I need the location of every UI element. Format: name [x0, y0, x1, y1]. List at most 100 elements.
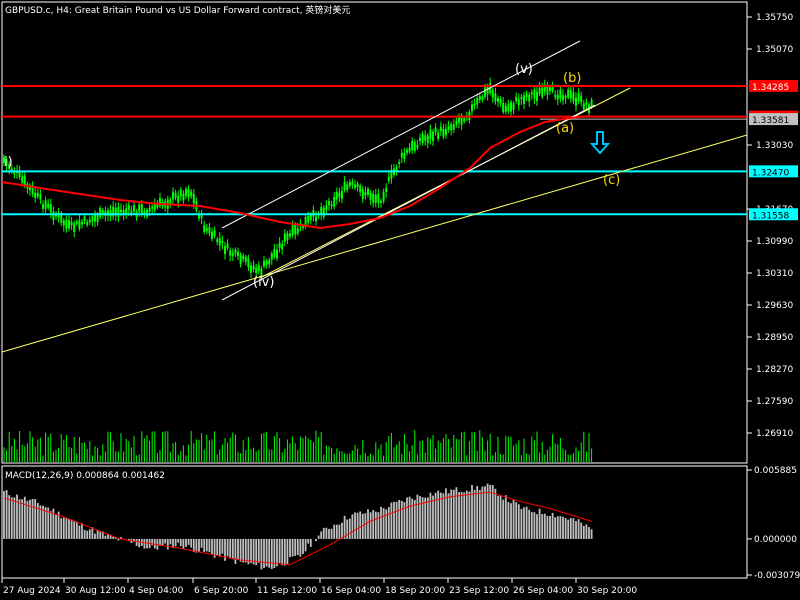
candle-body — [400, 152, 403, 158]
candle-body — [221, 241, 224, 244]
candle-body — [286, 233, 289, 241]
price-level-badge — [749, 165, 798, 178]
candle-body — [273, 249, 276, 257]
candle-body — [432, 131, 434, 141]
candle-body — [395, 167, 398, 171]
candle-body — [471, 104, 473, 112]
candle-body — [218, 237, 221, 246]
candle-body — [307, 215, 310, 223]
candle-body — [179, 189, 182, 197]
candle-body — [390, 169, 393, 179]
candle-body — [512, 103, 515, 111]
candle-body — [554, 94, 557, 98]
candle-body — [322, 207, 325, 217]
candle-body — [536, 91, 538, 101]
candle-body — [260, 268, 263, 277]
candle-body — [445, 129, 447, 136]
candle-body — [372, 193, 375, 203]
candle-body — [507, 103, 510, 112]
candle-body — [29, 185, 31, 191]
candle-body — [138, 204, 141, 212]
candle-body — [156, 203, 159, 208]
candle-body — [289, 233, 291, 237]
candle-body — [551, 86, 554, 92]
candle-body — [263, 260, 265, 267]
candle-body — [517, 99, 520, 106]
wave-label-v: (v) — [515, 62, 533, 77]
candle-body — [491, 90, 494, 98]
candle-body — [538, 87, 541, 94]
candle-body — [18, 171, 21, 178]
candle-body — [343, 182, 346, 191]
wave-label-c: (c) — [603, 173, 620, 188]
tick-volumes — [3, 430, 593, 462]
candle-body — [330, 204, 333, 207]
price-tick-label: 1.30990 — [756, 237, 793, 247]
candle-body — [120, 209, 122, 213]
candle-body — [151, 206, 154, 209]
candle-body — [403, 152, 406, 160]
candle-body — [559, 89, 562, 99]
candle-body — [65, 219, 68, 229]
candle-body — [107, 210, 109, 216]
candle-body — [296, 228, 299, 234]
candle-body — [359, 185, 362, 192]
candle-body — [520, 96, 523, 100]
candle-body — [226, 243, 229, 249]
candle-body — [333, 196, 336, 207]
candle-body — [174, 192, 177, 198]
candle-body — [185, 189, 187, 196]
price-axis[interactable]: 1.357501.350701.330301.316701.309901.303… — [747, 13, 798, 439]
wave-label-iv: (iv) — [253, 275, 274, 290]
candle-body — [351, 181, 354, 186]
candle-body — [406, 149, 408, 153]
time-tick-label: 27 Aug 2024 — [3, 586, 61, 596]
candle-body — [411, 140, 414, 151]
candle-body — [153, 204, 156, 211]
candle-body — [44, 200, 47, 210]
wave-label-a: (a) — [556, 121, 574, 136]
candle-body — [494, 93, 497, 102]
candle-body — [5, 159, 8, 166]
candle-body — [8, 163, 11, 170]
candle-body — [39, 194, 42, 200]
candle-body — [49, 204, 52, 213]
channel-lower-line — [221, 104, 596, 301]
price-tick-label: 1.30310 — [756, 269, 793, 279]
candle-body — [117, 206, 120, 217]
candle-body — [530, 92, 533, 95]
candle-body — [486, 86, 489, 95]
candle-body — [367, 189, 369, 195]
price-panel-frame — [1, 1, 748, 464]
chart-title: GBPUSD.c, H4: Great Britain Pound vs US … — [5, 4, 350, 16]
candle-body — [291, 225, 294, 235]
candle-body — [10, 168, 13, 172]
candle-body — [463, 118, 466, 122]
candle-body — [335, 191, 338, 200]
candle-body — [341, 190, 343, 199]
candle-body — [172, 191, 174, 200]
macd-axis[interactable]: 0.005885 0.000000 -0.003079 — [747, 466, 800, 581]
candle-body — [320, 206, 323, 215]
candle-body — [315, 216, 317, 222]
candle-body — [60, 213, 63, 223]
candle-body — [122, 209, 125, 216]
candle-body — [224, 245, 226, 254]
candle-body — [101, 210, 104, 215]
candle-body — [354, 184, 356, 188]
candle-body — [109, 210, 112, 217]
candle-body — [62, 220, 65, 226]
candle-body — [387, 177, 390, 182]
price-level-badge — [749, 208, 798, 221]
drawings — [1, 40, 748, 353]
time-axis[interactable]: 27 Aug 2024 30 Aug 12:00 4 Sep 04:00 6 Sep … — [1, 578, 637, 596]
candle-body — [424, 135, 427, 141]
candle-body — [504, 105, 507, 112]
candle-body — [523, 95, 525, 104]
candle-body — [200, 213, 203, 219]
candle-body — [328, 201, 330, 206]
candle-body — [234, 249, 237, 254]
candle-body — [169, 199, 172, 205]
